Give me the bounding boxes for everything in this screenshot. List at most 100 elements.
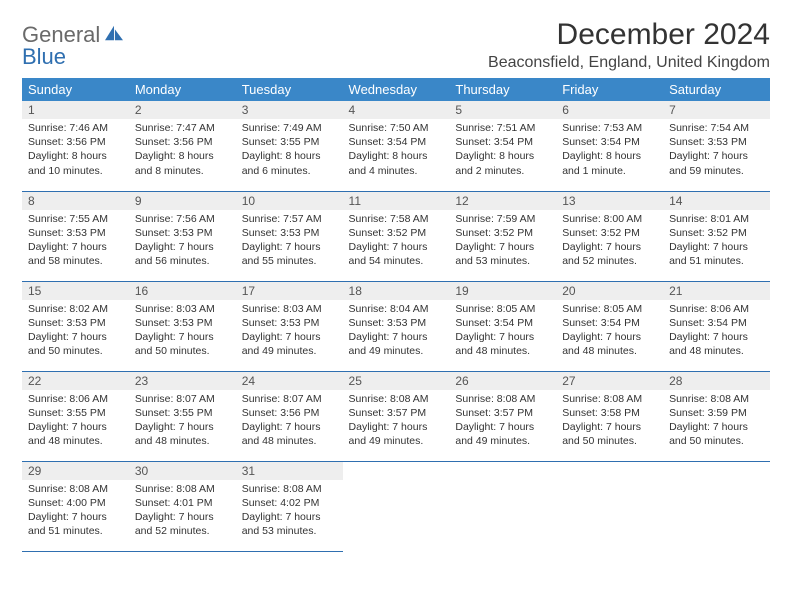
sunrise-line: Sunrise: 8:05 AM xyxy=(455,302,550,316)
sunset-line: Sunset: 4:00 PM xyxy=(28,496,123,510)
calendar-cell: 31Sunrise: 8:08 AMSunset: 4:02 PMDayligh… xyxy=(236,461,343,551)
sunrise-line: Sunrise: 8:02 AM xyxy=(28,302,123,316)
weekday-header: Thursday xyxy=(449,78,556,101)
daylight-line: Daylight: 7 hours and 48 minutes. xyxy=(242,420,337,448)
day-number: 6 xyxy=(556,101,663,119)
brand-logo: General Blue xyxy=(22,18,125,68)
sunset-line: Sunset: 3:53 PM xyxy=(242,316,337,330)
day-info: Sunrise: 7:50 AMSunset: 3:54 PMDaylight:… xyxy=(349,121,444,178)
sunrise-line: Sunrise: 8:06 AM xyxy=(28,392,123,406)
sunrise-line: Sunrise: 8:08 AM xyxy=(562,392,657,406)
day-info: Sunrise: 8:08 AMSunset: 4:02 PMDaylight:… xyxy=(242,482,337,539)
sunset-line: Sunset: 3:55 PM xyxy=(28,406,123,420)
day-info: Sunrise: 8:08 AMSunset: 3:57 PMDaylight:… xyxy=(455,392,550,449)
sunset-line: Sunset: 3:53 PM xyxy=(135,316,230,330)
sunset-line: Sunset: 3:54 PM xyxy=(562,135,657,149)
daylight-line: Daylight: 7 hours and 58 minutes. xyxy=(28,240,123,268)
sunrise-line: Sunrise: 8:03 AM xyxy=(242,302,337,316)
calendar-cell: 4Sunrise: 7:50 AMSunset: 3:54 PMDaylight… xyxy=(343,101,450,191)
sunset-line: Sunset: 3:56 PM xyxy=(242,406,337,420)
calendar-cell: 26 Sunrise: 8:08 AMSunset: 3:57 PMDayligh… xyxy=(449,371,556,461)
sunrise-line: Sunrise: 7:55 AM xyxy=(28,212,123,226)
day-number: 11 xyxy=(343,192,450,210)
weekday-header-row: Sunday Monday Tuesday Wednesday Thursday… xyxy=(22,78,770,101)
weekday-header: Sunday xyxy=(22,78,129,101)
sunset-line: Sunset: 3:54 PM xyxy=(455,316,550,330)
sunrise-line: Sunrise: 7:49 AM xyxy=(242,121,337,135)
daylight-line: Daylight: 7 hours and 48 minutes. xyxy=(455,330,550,358)
header: General Blue December 2024 Beaconsfield,… xyxy=(22,18,770,72)
daylight-line: Daylight: 7 hours and 50 minutes. xyxy=(562,420,657,448)
daylight-line: Daylight: 7 hours and 53 minutes. xyxy=(242,510,337,538)
weekday-header: Saturday xyxy=(663,78,770,101)
day-number: 20 xyxy=(556,282,663,300)
location-text: Beaconsfield, England, United Kingdom xyxy=(488,54,770,72)
daylight-line: Daylight: 7 hours and 56 minutes. xyxy=(135,240,230,268)
sunrise-line: Sunrise: 8:08 AM xyxy=(349,392,444,406)
day-number: 2 xyxy=(129,101,236,119)
day-info: Sunrise: 7:51 AMSunset: 3:54 PMDaylight:… xyxy=(455,121,550,178)
sunset-line: Sunset: 3:53 PM xyxy=(28,316,123,330)
calendar-cell: 8 Sunrise: 7:55 AMSunset: 3:53 PMDaylight… xyxy=(22,191,129,281)
day-info: Sunrise: 8:01 AMSunset: 3:52 PMDaylight:… xyxy=(669,212,764,269)
calendar-row: 15Sunrise: 8:02 AMSunset: 3:53 PMDayligh… xyxy=(22,281,770,371)
daylight-line: Daylight: 7 hours and 54 minutes. xyxy=(349,240,444,268)
day-number: 27 xyxy=(556,372,663,390)
day-number: 5 xyxy=(449,101,556,119)
weekday-header: Monday xyxy=(129,78,236,101)
calendar-row: 8Sunrise: 7:55 AMSunset: 3:53 PMDaylight… xyxy=(22,191,770,281)
daylight-line: Daylight: 7 hours and 49 minutes. xyxy=(242,330,337,358)
calendar-cell: 24Sunrise: 8:07 AMSunset: 3:56 PMDayligh… xyxy=(236,371,343,461)
sunset-line: Sunset: 3:53 PM xyxy=(242,226,337,240)
calendar-row: 1Sunrise: 7:46 AMSunset: 3:56 PMDaylight… xyxy=(22,101,770,191)
sunset-line: Sunset: 3:57 PM xyxy=(455,406,550,420)
calendar-cell xyxy=(449,461,556,551)
calendar-cell: 12Sunrise: 7:59 AMSunset: 3:52 PMDayligh… xyxy=(449,191,556,281)
daylight-line: Daylight: 7 hours and 52 minutes. xyxy=(562,240,657,268)
calendar-cell: 22Sunrise: 8:06 AMSunset: 3:55 PMDayligh… xyxy=(22,371,129,461)
sunrise-line: Sunrise: 8:08 AM xyxy=(455,392,550,406)
sunset-line: Sunset: 4:01 PM xyxy=(135,496,230,510)
day-info: Sunrise: 7:55 AMSunset: 3:53 PMDaylight:… xyxy=(28,212,123,269)
day-info: Sunrise: 7:47 AMSunset: 3:56 PMDaylight:… xyxy=(135,121,230,178)
daylight-line: Daylight: 7 hours and 50 minutes. xyxy=(135,330,230,358)
daylight-line: Daylight: 7 hours and 59 minutes. xyxy=(669,149,764,177)
sunrise-line: Sunrise: 8:07 AM xyxy=(135,392,230,406)
calendar-cell: 11Sunrise: 7:58 AMSunset: 3:52 PMDayligh… xyxy=(343,191,450,281)
daylight-line: Daylight: 7 hours and 49 minutes. xyxy=(349,330,444,358)
sunrise-line: Sunrise: 8:08 AM xyxy=(28,482,123,496)
day-number: 25 xyxy=(343,372,450,390)
day-number: 15 xyxy=(22,282,129,300)
day-info: Sunrise: 7:56 AMSunset: 3:53 PMDaylight:… xyxy=(135,212,230,269)
calendar-cell: 6Sunrise: 7:53 AMSunset: 3:54 PMDaylight… xyxy=(556,101,663,191)
day-number: 26 xyxy=(449,372,556,390)
day-info: Sunrise: 7:54 AMSunset: 3:53 PMDaylight:… xyxy=(669,121,764,178)
daylight-line: Daylight: 8 hours and 10 minutes. xyxy=(28,149,123,177)
sunrise-line: Sunrise: 7:47 AM xyxy=(135,121,230,135)
day-number: 8 xyxy=(22,192,129,210)
sunrise-line: Sunrise: 7:57 AM xyxy=(242,212,337,226)
day-info: Sunrise: 7:59 AMSunset: 3:52 PMDaylight:… xyxy=(455,212,550,269)
sunset-line: Sunset: 3:56 PM xyxy=(28,135,123,149)
sunset-line: Sunset: 3:53 PM xyxy=(669,135,764,149)
calendar-cell: 27Sunrise: 8:08 AMSunset: 3:58 PMDayligh… xyxy=(556,371,663,461)
sunset-line: Sunset: 3:52 PM xyxy=(669,226,764,240)
sunrise-line: Sunrise: 7:46 AM xyxy=(28,121,123,135)
day-number: 29 xyxy=(22,462,129,480)
weekday-header: Friday xyxy=(556,78,663,101)
calendar-cell xyxy=(556,461,663,551)
calendar-cell: 19Sunrise: 8:05 AMSunset: 3:54 PMDayligh… xyxy=(449,281,556,371)
day-number: 10 xyxy=(236,192,343,210)
daylight-line: Daylight: 7 hours and 55 minutes. xyxy=(242,240,337,268)
sunrise-line: Sunrise: 8:07 AM xyxy=(242,392,337,406)
calendar-cell: 29Sunrise: 8:08 AMSunset: 4:00 PMDayligh… xyxy=(22,461,129,551)
daylight-line: Daylight: 7 hours and 50 minutes. xyxy=(669,420,764,448)
day-info: Sunrise: 7:49 AMSunset: 3:55 PMDaylight:… xyxy=(242,121,337,178)
sunset-line: Sunset: 3:53 PM xyxy=(135,226,230,240)
daylight-line: Daylight: 7 hours and 48 minutes. xyxy=(135,420,230,448)
day-info: Sunrise: 7:46 AMSunset: 3:56 PMDaylight:… xyxy=(28,121,123,178)
sail-icon xyxy=(103,24,125,42)
sunrise-line: Sunrise: 7:53 AM xyxy=(562,121,657,135)
day-info: Sunrise: 8:04 AMSunset: 3:53 PMDaylight:… xyxy=(349,302,444,359)
sunrise-line: Sunrise: 8:04 AM xyxy=(349,302,444,316)
